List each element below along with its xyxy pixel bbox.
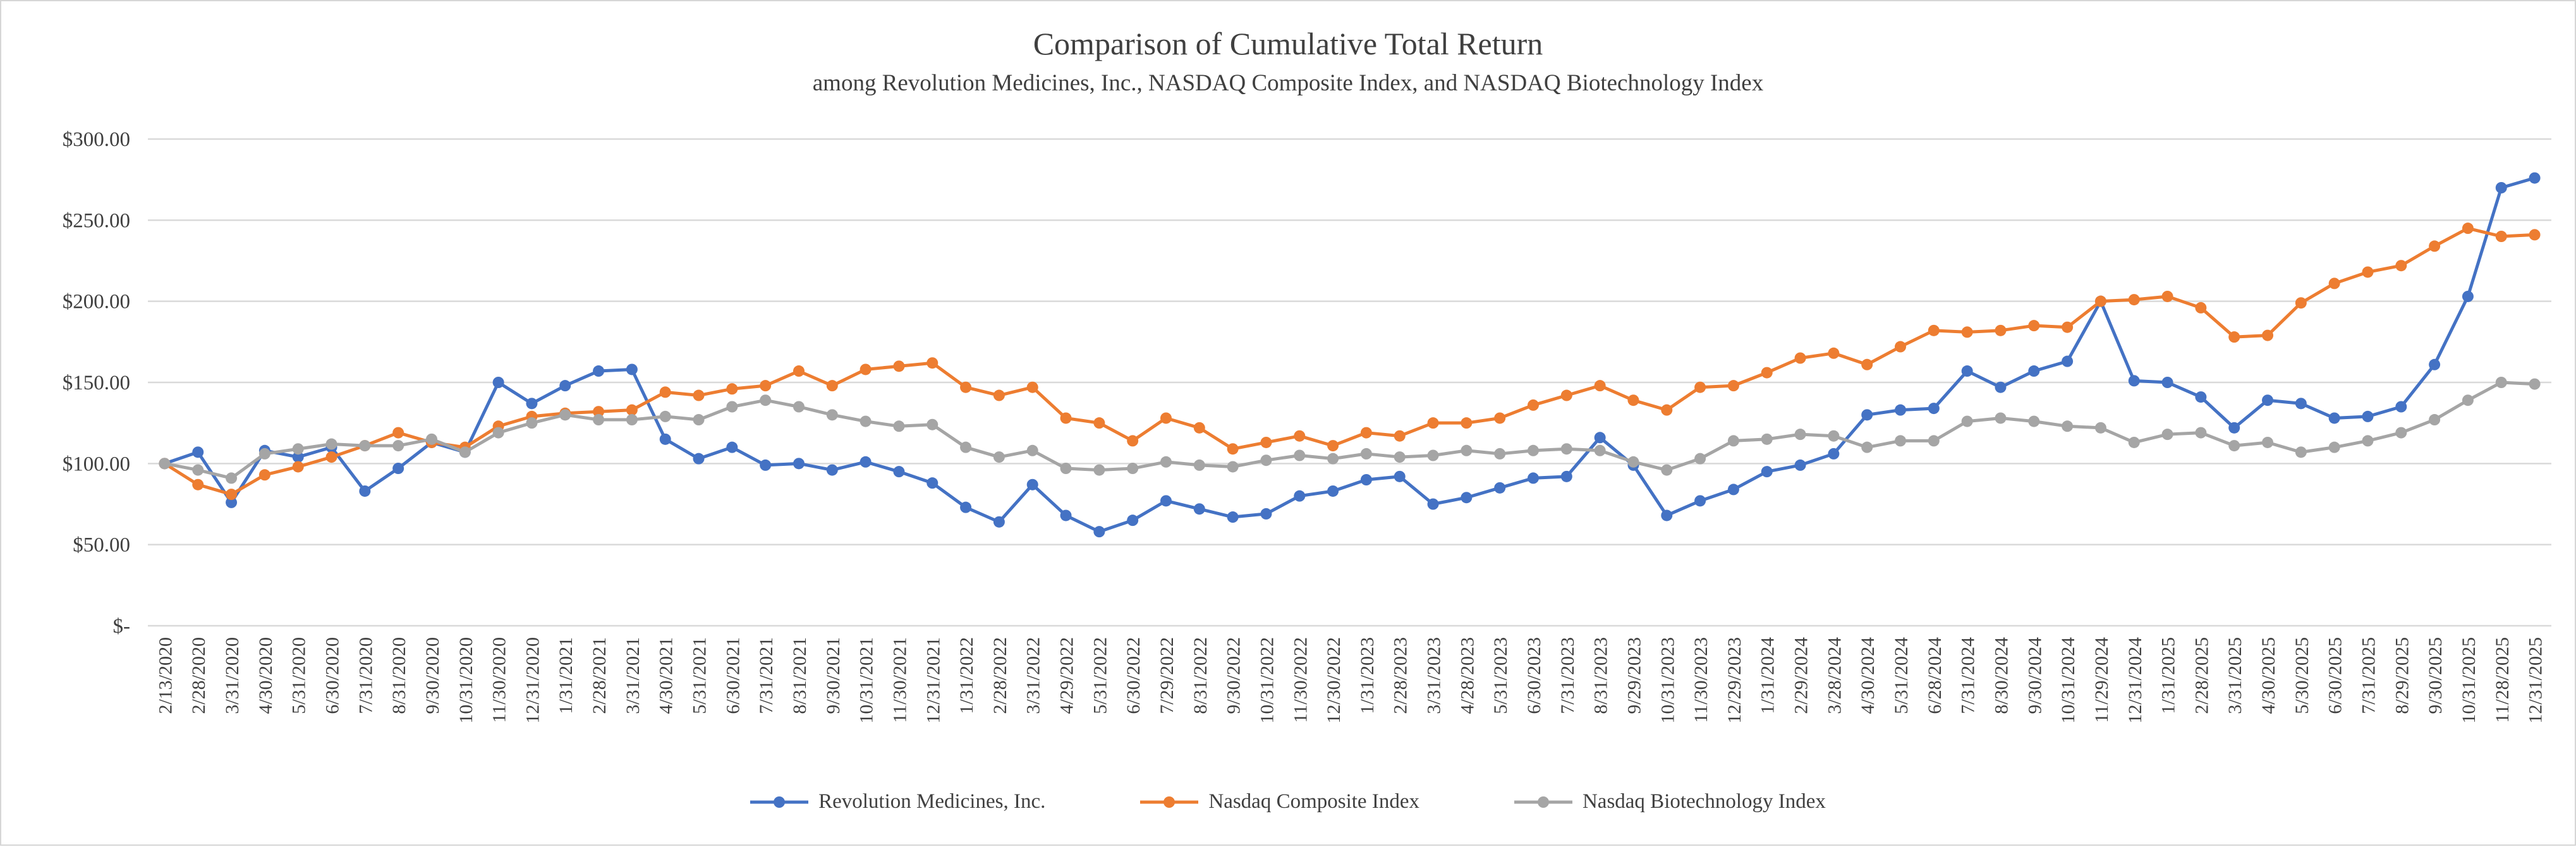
svg-text:8/31/2020: 8/31/2020 (389, 637, 410, 714)
svg-text:5/31/2021: 5/31/2021 (690, 637, 710, 714)
svg-text:10/31/2021: 10/31/2021 (856, 637, 877, 724)
svg-text:5/31/2020: 5/31/2020 (289, 637, 310, 714)
svg-text:1/31/2022: 1/31/2022 (956, 637, 977, 714)
legend-item-revolution-medicines: Revolution Medicines, Inc. (750, 790, 1045, 813)
svg-text:10/31/2025: 10/31/2025 (2458, 637, 2479, 724)
svg-text:7/31/2023: 7/31/2023 (1557, 637, 1578, 714)
svg-text:6/28/2024: 6/28/2024 (1924, 637, 1945, 714)
svg-text:2/28/2025: 2/28/2025 (2191, 637, 2212, 714)
svg-text:12/30/2022: 12/30/2022 (1323, 637, 1344, 724)
svg-text:2/28/2022: 2/28/2022 (990, 637, 1011, 714)
legend-label-nasdaq-biotechnology: Nasdaq Biotechnology Index (1582, 790, 1826, 813)
svg-text:5/31/2024: 5/31/2024 (1891, 637, 1912, 714)
svg-text:$200.00: $200.00 (63, 291, 130, 314)
svg-text:3/31/2020: 3/31/2020 (222, 637, 243, 714)
svg-text:6/30/2020: 6/30/2020 (322, 637, 343, 714)
svg-text:3/31/2023: 3/31/2023 (1424, 637, 1445, 714)
svg-text:10/31/2020: 10/31/2020 (456, 637, 477, 724)
chart-subtitle: among Revolution Medicines, Inc., NASDAQ… (812, 70, 1764, 96)
svg-text:9/30/2022: 9/30/2022 (1224, 637, 1244, 714)
svg-text:9/30/2024: 9/30/2024 (2024, 637, 2045, 714)
svg-text:4/30/2021: 4/30/2021 (656, 637, 677, 714)
svg-text:11/30/2023: 11/30/2023 (1691, 637, 1711, 723)
svg-text:7/31/2020: 7/31/2020 (355, 637, 376, 714)
svg-text:8/29/2025: 8/29/2025 (2391, 637, 2412, 714)
svg-text:8/31/2022: 8/31/2022 (1190, 637, 1211, 714)
svg-text:10/31/2022: 10/31/2022 (1256, 637, 1277, 724)
svg-text:8/31/2023: 8/31/2023 (1591, 637, 1612, 714)
svg-text:4/30/2024: 4/30/2024 (1857, 637, 1878, 714)
legend-line-marker-icon (1140, 796, 1199, 808)
svg-text:$50.00: $50.00 (73, 534, 130, 557)
svg-text:3/28/2024: 3/28/2024 (1824, 637, 1845, 714)
svg-text:5/31/2023: 5/31/2023 (1490, 637, 1511, 714)
legend-label-nasdaq-composite: Nasdaq Composite Index (1208, 790, 1419, 813)
svg-text:1/31/2024: 1/31/2024 (1758, 637, 1778, 714)
svg-text:12/29/2023: 12/29/2023 (1724, 637, 1745, 724)
svg-text:$250.00: $250.00 (63, 209, 130, 232)
svg-text:$300.00: $300.00 (63, 128, 130, 151)
svg-text:12/31/2025: 12/31/2025 (2525, 637, 2546, 724)
svg-text:5/30/2025: 5/30/2025 (2292, 637, 2312, 714)
svg-text:11/30/2020: 11/30/2020 (489, 637, 510, 723)
svg-text:4/30/2020: 4/30/2020 (255, 637, 276, 714)
svg-text:6/30/2021: 6/30/2021 (722, 637, 743, 714)
svg-text:11/29/2024: 11/29/2024 (2091, 637, 2112, 723)
svg-text:4/29/2022: 4/29/2022 (1057, 637, 1078, 714)
legend-label-revolution-medicines: Revolution Medicines, Inc. (818, 790, 1046, 813)
svg-text:2/13/2020: 2/13/2020 (155, 637, 176, 714)
svg-text:$150.00: $150.00 (63, 372, 130, 394)
svg-text:1/31/2023: 1/31/2023 (1357, 637, 1378, 714)
legend-line-marker-icon (1514, 796, 1572, 808)
svg-text:8/31/2021: 8/31/2021 (789, 637, 810, 714)
svg-text:1/31/2025: 1/31/2025 (2158, 637, 2179, 714)
svg-text:7/31/2021: 7/31/2021 (756, 637, 777, 714)
svg-text:2/29/2024: 2/29/2024 (1791, 637, 1812, 714)
svg-text:7/31/2024: 7/31/2024 (1958, 637, 1979, 714)
legend-item-nasdaq-composite: Nasdaq Composite Index (1140, 790, 1419, 813)
svg-text:$100.00: $100.00 (63, 453, 130, 475)
svg-text:9/30/2025: 9/30/2025 (2425, 637, 2446, 714)
svg-text:3/31/2025: 3/31/2025 (2225, 637, 2245, 714)
svg-text:12/31/2024: 12/31/2024 (2125, 637, 2146, 724)
legend-item-nasdaq-biotechnology: Nasdaq Biotechnology Index (1514, 790, 1826, 813)
svg-text:11/30/2021: 11/30/2021 (889, 637, 910, 723)
svg-text:9/30/2021: 9/30/2021 (823, 637, 844, 714)
svg-text:9/30/2020: 9/30/2020 (422, 637, 443, 714)
svg-text:$-: $- (113, 615, 131, 638)
svg-text:6/30/2023: 6/30/2023 (1524, 637, 1545, 714)
legend-line-marker-icon (750, 796, 809, 808)
svg-text:11/28/2025: 11/28/2025 (2492, 637, 2513, 723)
svg-text:12/31/2020: 12/31/2020 (522, 637, 543, 724)
svg-text:2/28/2021: 2/28/2021 (589, 637, 610, 714)
svg-text:2/28/2020: 2/28/2020 (188, 637, 209, 714)
svg-text:6/30/2022: 6/30/2022 (1123, 637, 1144, 714)
chart-title: Comparison of Cumulative Total Return (1033, 26, 1543, 61)
svg-text:1/31/2021: 1/31/2021 (556, 637, 576, 714)
svg-text:12/31/2021: 12/31/2021 (923, 637, 944, 724)
svg-text:3/31/2021: 3/31/2021 (623, 637, 643, 714)
svg-text:2/28/2023: 2/28/2023 (1390, 637, 1411, 714)
svg-text:6/30/2025: 6/30/2025 (2325, 637, 2346, 714)
svg-text:4/30/2025: 4/30/2025 (2258, 637, 2279, 714)
chart-legend: Revolution Medicines, Inc. Nasdaq Compos… (1, 790, 2575, 813)
svg-text:9/29/2023: 9/29/2023 (1624, 637, 1644, 714)
svg-text:7/31/2025: 7/31/2025 (2358, 637, 2379, 714)
svg-text:11/30/2022: 11/30/2022 (1290, 637, 1311, 723)
svg-text:5/31/2022: 5/31/2022 (1090, 637, 1110, 714)
svg-text:7/29/2022: 7/29/2022 (1157, 637, 1177, 714)
svg-text:3/31/2022: 3/31/2022 (1023, 637, 1044, 714)
svg-text:10/31/2023: 10/31/2023 (1657, 637, 1678, 724)
svg-text:10/31/2024: 10/31/2024 (2058, 637, 2079, 724)
svg-text:8/30/2024: 8/30/2024 (1991, 637, 2012, 714)
svg-text:4/28/2023: 4/28/2023 (1457, 637, 1478, 714)
